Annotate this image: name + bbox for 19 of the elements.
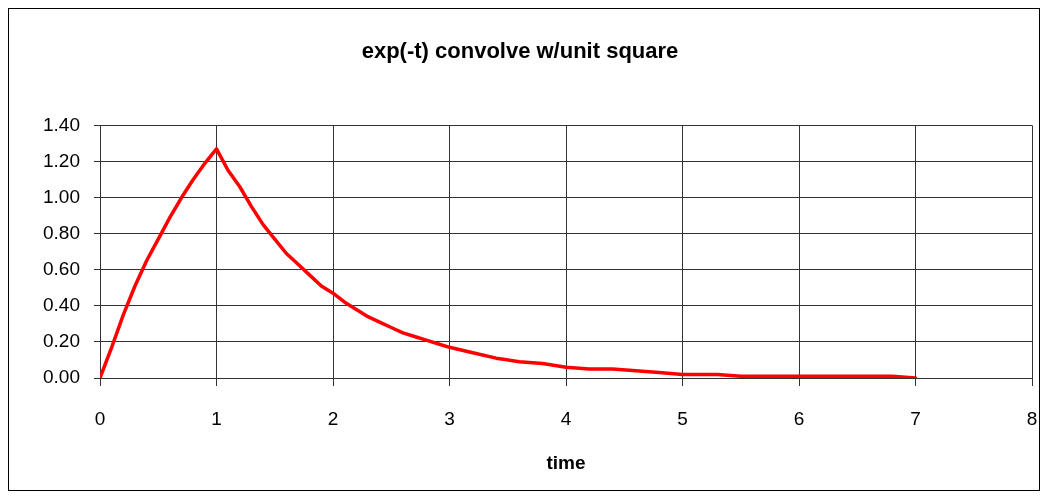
- x-tick-label: 5: [677, 407, 688, 429]
- x-tick-label: 1: [211, 407, 222, 429]
- x-tick-label: 2: [327, 407, 339, 429]
- chart-title: exp(-t) convolve w/unit square: [361, 38, 679, 64]
- y-tick-label: 1.40: [43, 113, 80, 135]
- y-tick-label: 0.40: [43, 294, 80, 316]
- y-tick-label: 0.20: [43, 330, 80, 352]
- y-tick-label: 0.80: [43, 221, 80, 243]
- y-tick-label: 1.00: [43, 185, 80, 207]
- x-tick-label: 6: [793, 407, 805, 429]
- x-tick-label: 0: [94, 407, 106, 429]
- x-tick-label: 3: [444, 407, 455, 429]
- y-tick-label: 0.00: [43, 366, 80, 388]
- y-tick-label: 0.60: [43, 257, 80, 279]
- x-tick-label: 7: [910, 407, 921, 429]
- x-tick-label: 8: [1026, 407, 1038, 429]
- x-tick-label: 4: [560, 407, 572, 429]
- x-axis-title: time: [546, 451, 586, 473]
- y-tick-label: 1.20: [43, 149, 80, 171]
